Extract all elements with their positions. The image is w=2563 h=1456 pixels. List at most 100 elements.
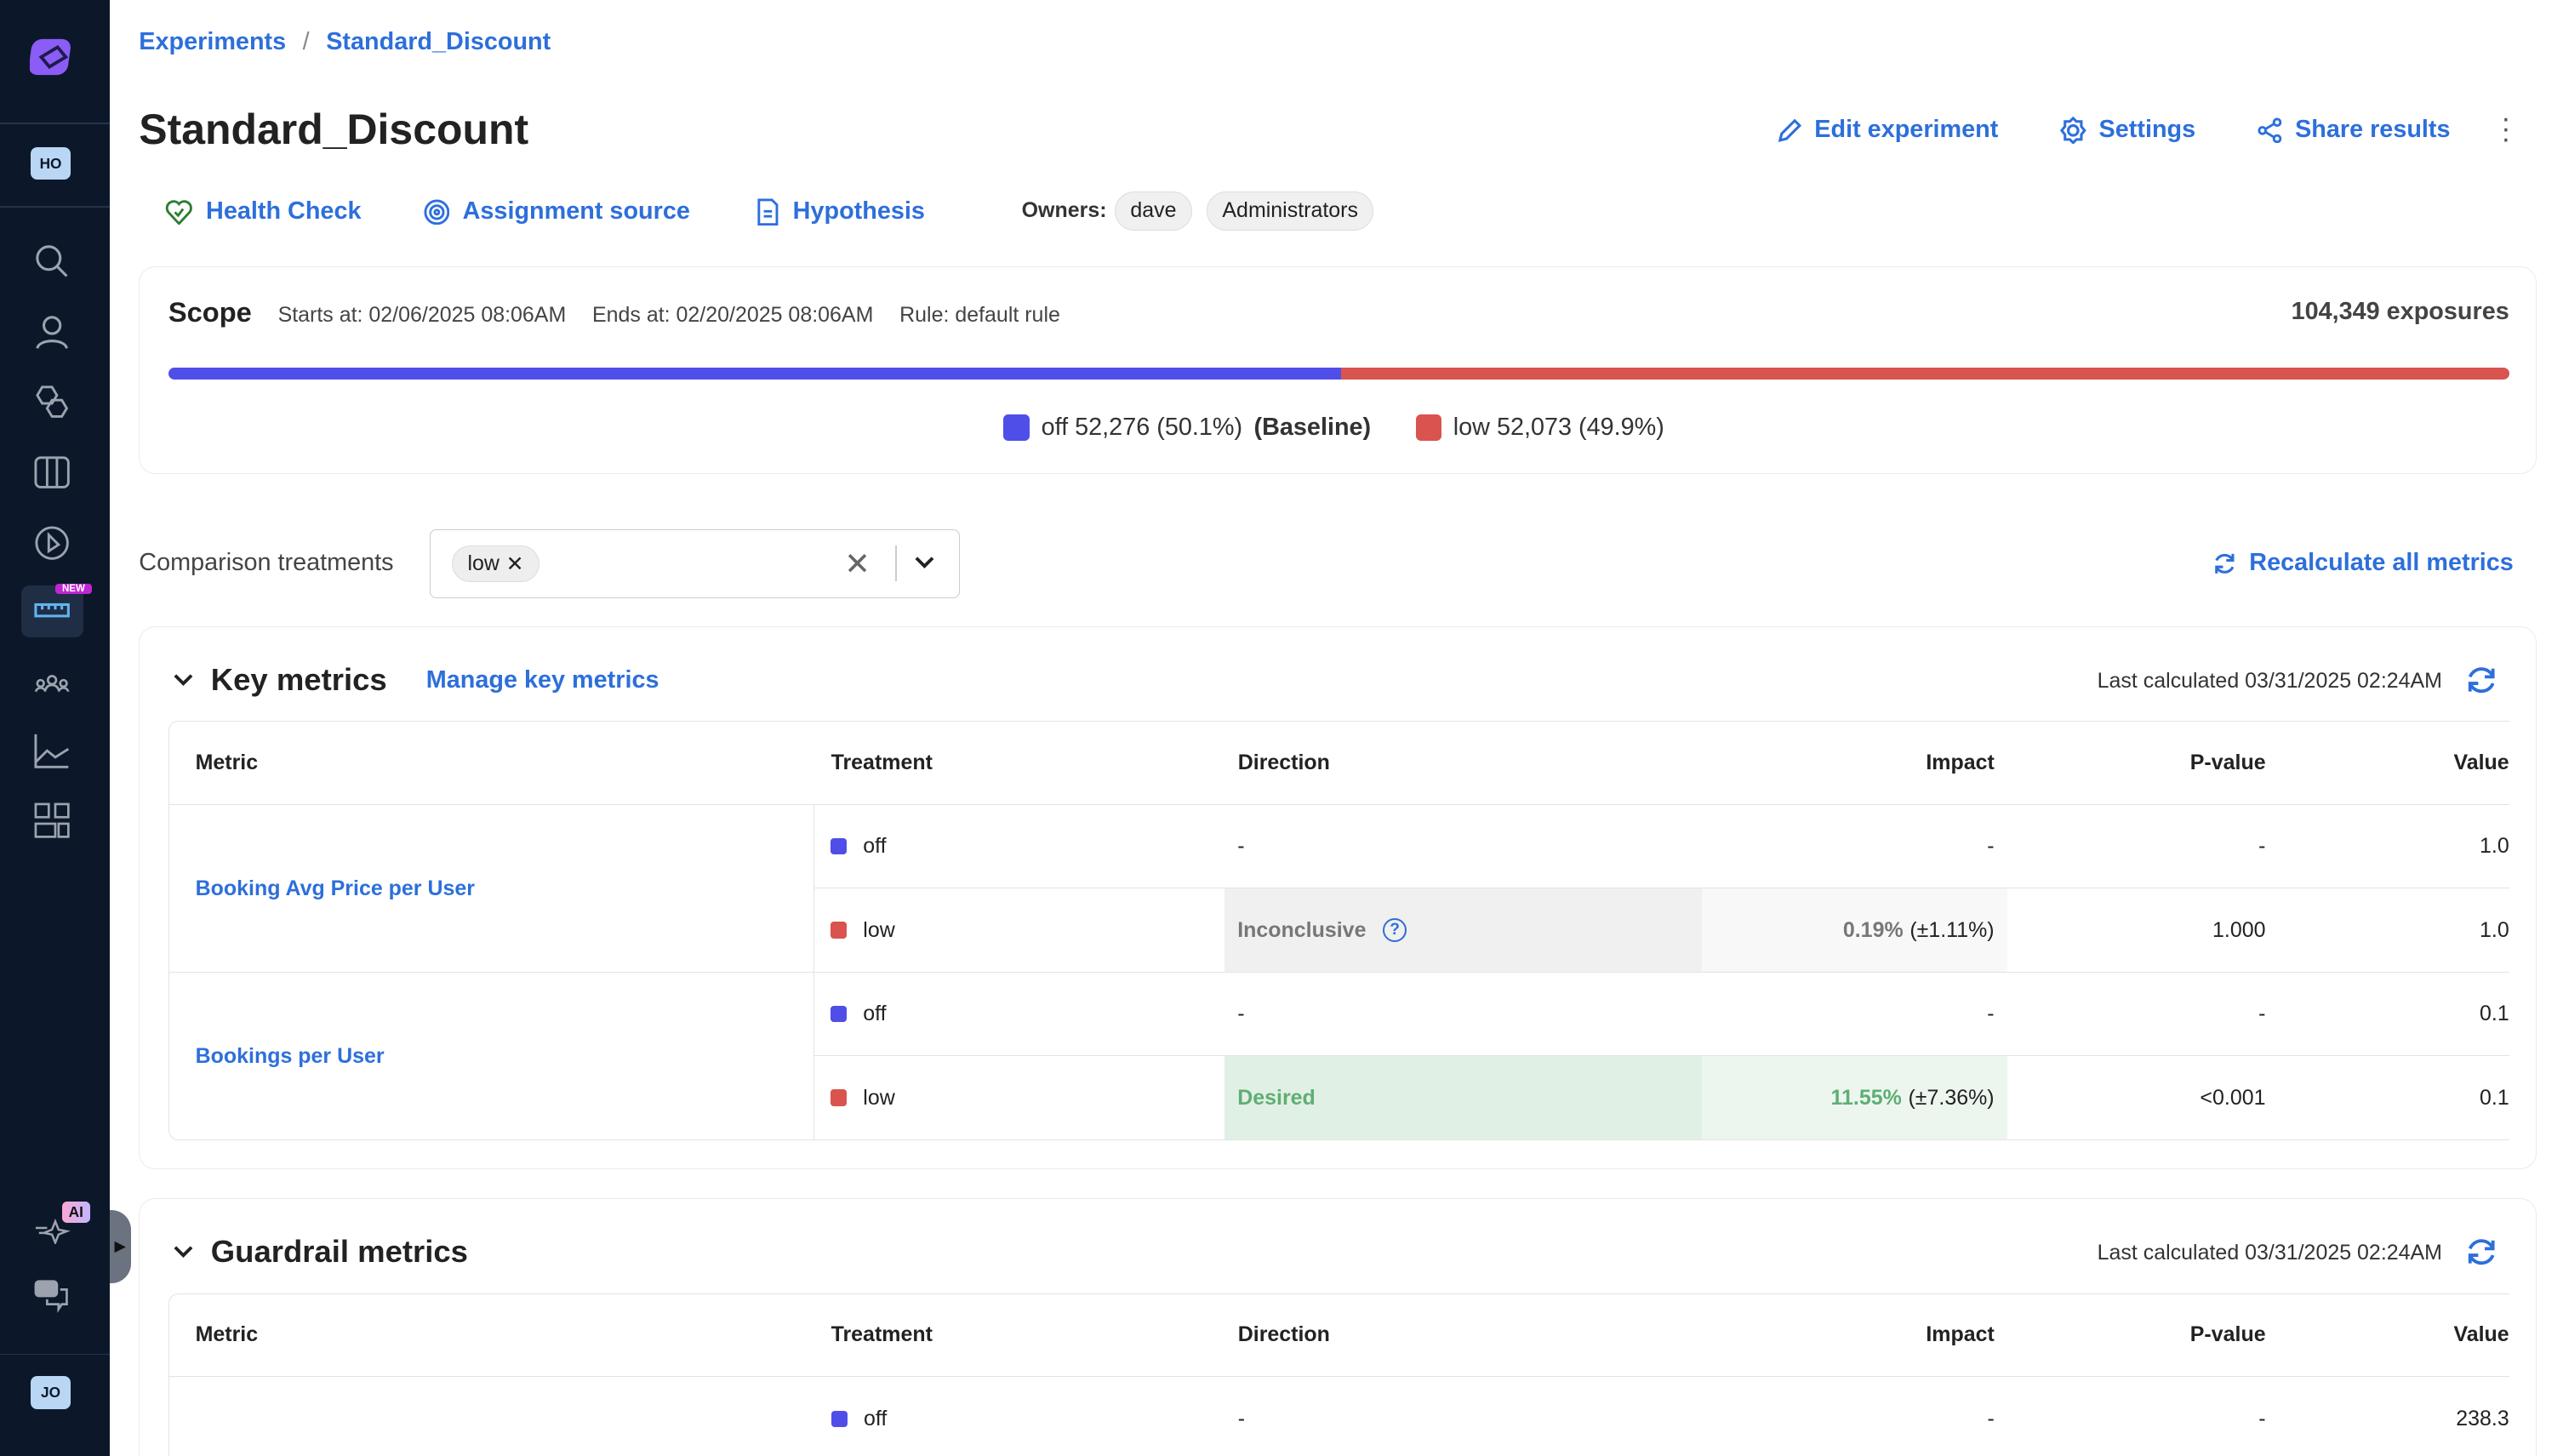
breadcrumb-current[interactable]: Standard_Discount [326, 27, 551, 55]
impact-cell: 11.55% (±7.36%) [1701, 1056, 2007, 1139]
column-header[interactable]: Value [2453, 751, 2509, 775]
recalculate-all-button[interactable]: Recalculate all metrics [2212, 549, 2514, 577]
tab-health-check[interactable]: Health Check [165, 197, 361, 226]
chip-label: low [467, 551, 499, 575]
tab-assignment-source[interactable]: Assignment source [424, 197, 690, 226]
logo-icon[interactable] [28, 36, 76, 78]
column-header[interactable]: Metric [195, 1322, 259, 1347]
table-row: off - - - 1.0 [813, 805, 2509, 889]
treatment-cell: off [814, 973, 1224, 1055]
tab-hypothesis[interactable]: Hypothesis [756, 197, 925, 226]
manage-key-metrics-link[interactable]: Manage key metrics [425, 665, 659, 694]
key-metrics-header: Key metrics Manage key metrics [172, 662, 659, 698]
exposures-count: 104,349 exposures [2291, 297, 2509, 325]
guardrail-card [139, 1198, 2537, 1456]
metric-group: Bookings per User off - - - 0.1 low Desired 11.5… [169, 973, 2509, 1139]
metric-link[interactable]: Booking Avg Price per User [195, 876, 475, 900]
columns-icon[interactable] [30, 449, 76, 495]
search-icon[interactable] [30, 238, 76, 284]
play-circle-icon[interactable] [30, 520, 76, 566]
table-header-row: Metric Treatment Direction Impact P-value Val… [168, 722, 2509, 806]
column-header[interactable]: Metric [195, 751, 259, 775]
gear-icon [2060, 116, 2087, 145]
breadcrumb-experiments[interactable]: Experiments [139, 27, 287, 55]
metric-rows: off - - - 0.1 low Desired 11.55% (±7.36%) <0.001 0… [813, 973, 2509, 1139]
refresh-icon[interactable] [2465, 664, 2497, 703]
selected-chip[interactable]: low ✕ [452, 545, 539, 583]
impact-value: 0.19% [1842, 917, 1904, 942]
target-icon [424, 199, 449, 225]
workspace-avatar[interactable]: HO [31, 146, 71, 180]
owners-label: Owners: [1021, 198, 1107, 223]
hexagons-icon[interactable] [30, 380, 76, 425]
impact-value: - [1987, 1406, 1995, 1430]
ruler-icon[interactable] [30, 589, 76, 635]
clear-icon[interactable]: ✕ [844, 546, 871, 582]
comparison-select[interactable]: low ✕ ✕ [430, 529, 960, 599]
dashboard-icon[interactable] [30, 797, 76, 843]
recalc-label: Recalculate all metrics [2249, 549, 2514, 577]
column-header[interactable]: Treatment [831, 751, 933, 775]
treatment-swatch [830, 838, 848, 855]
scope-rule: Rule: default rule [899, 302, 1060, 327]
owner-chip[interactable]: Administrators [1207, 191, 1374, 231]
ai-sparkle-icon[interactable] [30, 1203, 76, 1249]
impact-value: - [1987, 834, 1995, 859]
chevron-down-icon[interactable] [172, 1241, 195, 1264]
section-title: Guardrail metrics [210, 1234, 468, 1270]
impact-cell: 0.19% (±1.11%) [1701, 888, 2007, 973]
more-options-icon[interactable]: · · · [2501, 102, 2511, 155]
column-header[interactable]: P-value [2189, 751, 2266, 775]
impact-value: - [1987, 1002, 1995, 1026]
direction-label: Desired [1237, 1085, 1316, 1110]
column-header[interactable]: Impact [1926, 1322, 1995, 1347]
metric-cell [169, 1377, 815, 1456]
user-icon[interactable] [30, 309, 76, 355]
refresh-icon [2215, 553, 2235, 574]
column-header[interactable]: Treatment [831, 1322, 933, 1347]
line-chart-icon[interactable] [30, 728, 76, 774]
column-header[interactable]: Direction [1237, 751, 1330, 775]
edit-label: Edit experiment [1814, 116, 1999, 144]
impact-value: 11.55% [1830, 1085, 1902, 1110]
sidebar-item-active[interactable] [20, 585, 83, 638]
column-header[interactable]: Impact [1926, 751, 1995, 775]
last-calculated: Last calculated 03/31/2025 02:24AM [2097, 1241, 2442, 1265]
confidence-interval: (±7.36%) [1908, 1085, 1995, 1110]
tab-label: Health Check [206, 197, 362, 226]
chip-remove-icon[interactable]: ✕ [505, 551, 524, 576]
heart-check-icon [165, 199, 192, 226]
guardrail-header: Guardrail metrics [172, 1234, 468, 1270]
direction-cell: Inconclusive? [1224, 888, 1702, 973]
document-icon [756, 198, 778, 226]
guardrail-table: Metric Treatment Direction Impact P-value Val… [168, 1293, 2509, 1456]
column-header[interactable]: P-value [2189, 1322, 2266, 1347]
tab-label: Assignment source [462, 197, 690, 226]
users-group-icon[interactable] [30, 659, 76, 705]
chevron-down-icon[interactable] [172, 669, 195, 692]
user-avatar[interactable]: JO [31, 1376, 71, 1409]
treatment-cell: off [814, 1377, 1224, 1456]
metric-rows: off - - -1.0 low Inconclusive? 0.19% (±1.11%) 1.… [813, 805, 2509, 973]
metric-link[interactable]: Bookings per User [195, 1043, 385, 1068]
column-header[interactable]: Value [2453, 1322, 2509, 1347]
value-cell: 0.1 [2480, 1002, 2509, 1026]
chevron-down-icon[interactable] [913, 550, 936, 580]
impact-cell: - [1702, 1377, 2007, 1456]
pvalue-cell: - [2258, 834, 2266, 859]
settings-label: Settings [2098, 116, 2196, 144]
settings-button[interactable]: Settings [2059, 116, 2196, 145]
split-bar-low [1341, 368, 2509, 380]
share-results-button[interactable]: Share results [2258, 116, 2451, 144]
sidebar-collapse-handle[interactable]: ▶ [109, 1209, 131, 1283]
column-header[interactable]: Direction [1237, 1322, 1330, 1347]
refresh-icon[interactable] [2465, 1236, 2497, 1275]
edit-experiment-button[interactable]: Edit experiment [1777, 116, 1998, 144]
owner-chip[interactable]: dave [1115, 191, 1192, 231]
help-icon[interactable]: ? [1382, 917, 1407, 943]
page-title: Standard_Discount [139, 105, 529, 153]
treatment-label: low [863, 1085, 895, 1110]
value-cell: 0.1 [2480, 1085, 2509, 1110]
help-chat-icon[interactable] [30, 1272, 76, 1318]
legend-off-label: off 52,276 (50.1%) [1041, 414, 1243, 441]
